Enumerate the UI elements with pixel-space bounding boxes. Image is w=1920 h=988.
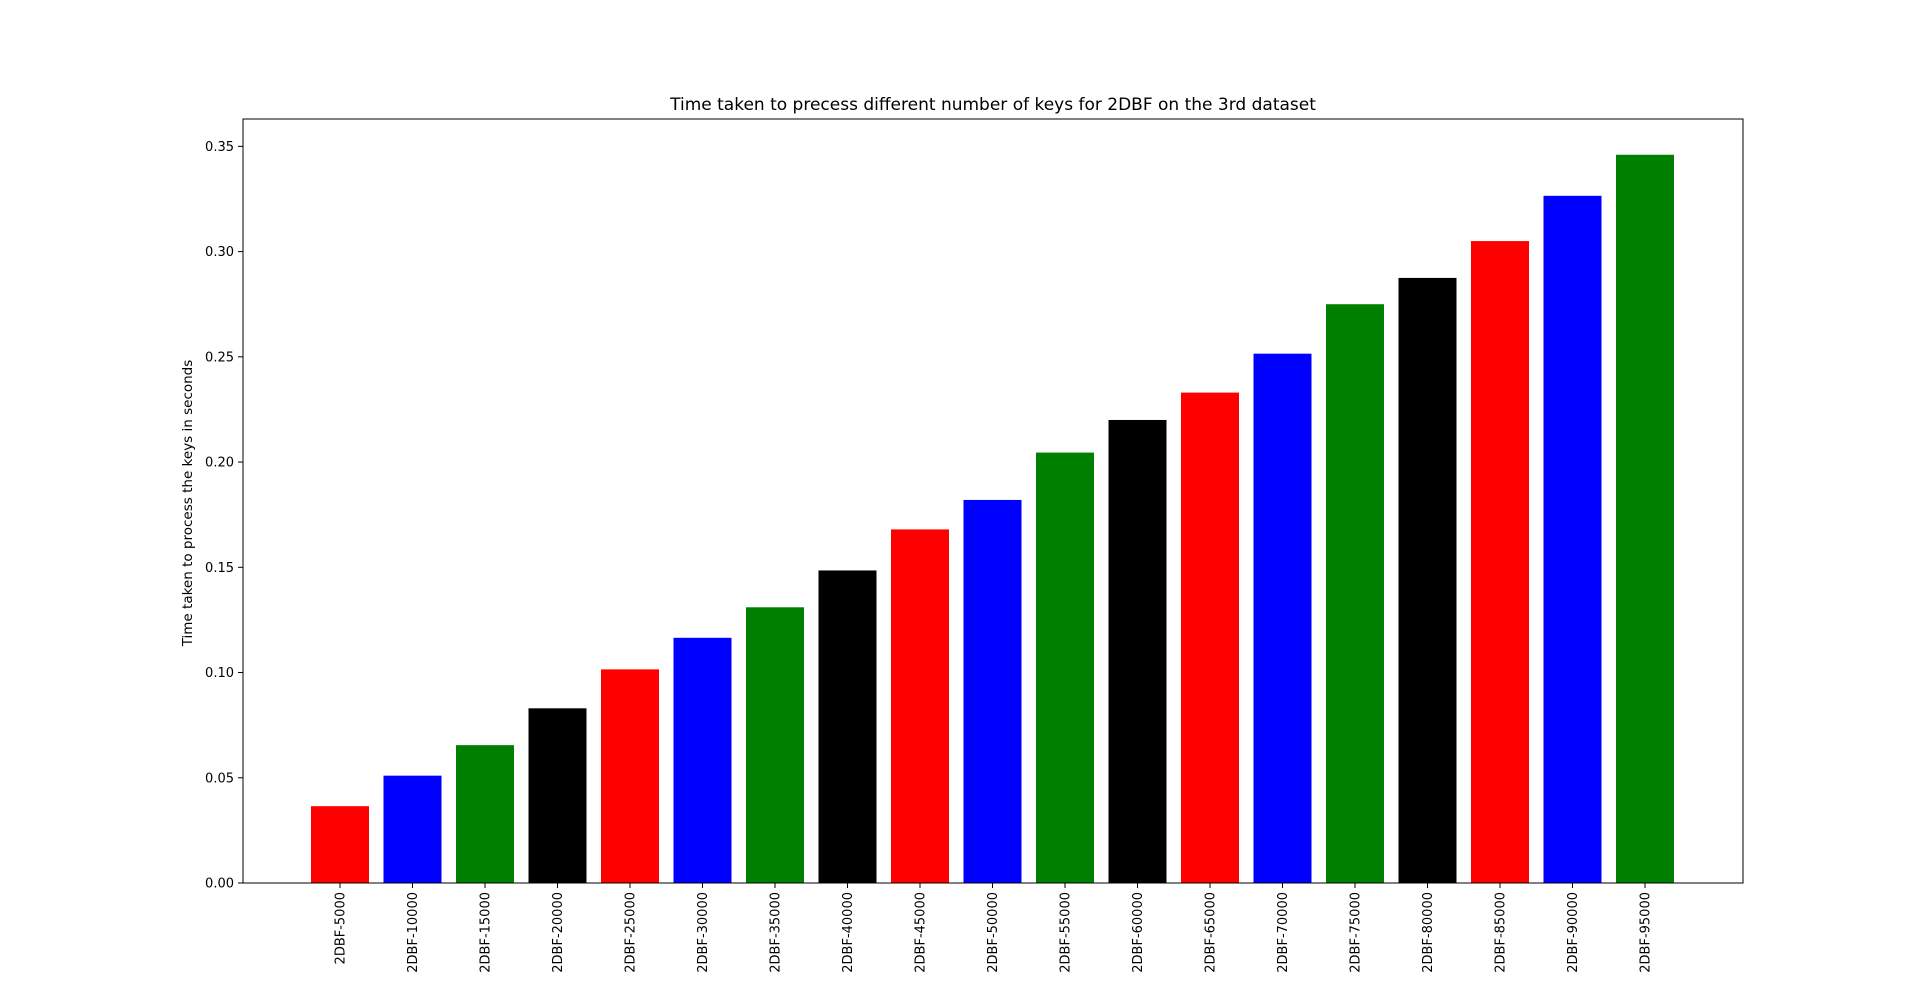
y-tick-label: 0.00 [205, 877, 234, 892]
y-tick-label: 0.10 [205, 666, 234, 681]
bar-2DBF-10000 [383, 775, 442, 883]
bar-2DBF-15000 [456, 745, 514, 883]
y-tick-label: 0.30 [205, 245, 234, 260]
x-tick-label: 2DBF-90000 [1566, 892, 1581, 973]
x-tick-label: 2DBF-45000 [914, 892, 929, 973]
x-tick-label: 2DBF-25000 [624, 892, 639, 973]
y-tick-label: 0.25 [205, 350, 234, 365]
x-tick-label: 2DBF-65000 [1204, 892, 1219, 973]
y-tick-label: 0.35 [205, 140, 234, 155]
bar-2DBF-20000 [528, 708, 587, 883]
plot-frame [242, 118, 1744, 884]
bar-2DBF-65000 [1181, 392, 1239, 883]
x-tick-label: 2DBF-85000 [1494, 892, 1509, 973]
y-tick-label: 0.15 [205, 561, 234, 576]
x-tick-label: 2DBF-70000 [1276, 892, 1291, 973]
bar-2DBF-90000 [1543, 195, 1602, 884]
chart-title: Time taken to precess different number o… [669, 95, 1316, 115]
x-tick-label: 2DBF-50000 [986, 892, 1001, 973]
bar-2DBF-80000 [1398, 277, 1457, 884]
x-tick-label: 2DBF-75000 [1349, 892, 1364, 973]
x-tick-label: 2DBF-5000 [334, 892, 349, 964]
x-tick-label: 2DBF-35000 [769, 892, 784, 973]
bar-2DBF-85000 [1471, 241, 1529, 883]
bar-2DBF-45000 [891, 529, 949, 883]
x-tick-label: 2DBF-15000 [479, 892, 494, 973]
x-tick-label: 2DBF-95000 [1639, 892, 1654, 973]
x-tick-label: 2DBF-20000 [551, 892, 566, 973]
bar-2DBF-40000 [818, 570, 877, 883]
bar-2DBF-5000 [311, 806, 369, 883]
bar-2DBF-25000 [601, 669, 659, 883]
x-tick-label: 2DBF-10000 [406, 892, 421, 973]
bar-2DBF-95000 [1616, 154, 1674, 884]
x-tick-label: 2DBF-40000 [841, 892, 856, 973]
bar-2DBF-70000 [1253, 353, 1312, 883]
x-axis-ticks: 2DBF-5000 2DBF-10000 2DBF-15000 2DBF-20000 2… [334, 883, 1654, 973]
x-tick-label: 2DBF-55000 [1059, 892, 1074, 973]
x-tick-label: 2DBF-30000 [696, 892, 711, 973]
bars-group [311, 154, 1674, 884]
y-axis-label: Time taken to process the keys in second… [180, 360, 196, 648]
bar-2DBF-50000 [963, 499, 1022, 883]
bar-2DBF-35000 [746, 607, 804, 883]
bar-2DBF-75000 [1326, 304, 1384, 883]
bar-2DBF-60000 [1108, 419, 1167, 883]
bar-2DBF-30000 [673, 637, 732, 883]
x-tick-label: 2DBF-80000 [1421, 892, 1436, 973]
bar-2DBF-55000 [1036, 452, 1094, 883]
x-tick-label: 2DBF-60000 [1131, 892, 1146, 973]
y-axis-ticks: 0.00 0.05 0.10 0.15 0.20 0.25 0.30 0.35 [205, 140, 243, 892]
y-tick-label: 0.05 [205, 771, 234, 786]
y-tick-label: 0.20 [205, 456, 234, 471]
